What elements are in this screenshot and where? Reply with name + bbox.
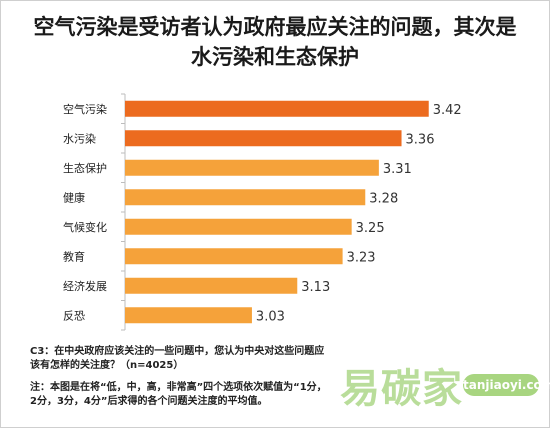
category-label: 生态保护 [63, 161, 107, 175]
category-label: 反恐 [63, 309, 85, 322]
data-label: 3.23 [347, 250, 376, 265]
data-label: 3.42 [433, 103, 462, 118]
survey-question-note: C3：在中央政府应该关注的一些问题中，您认为中央对这些问题应该有怎样的关注度？（… [30, 346, 325, 371]
data-label: 3.03 [256, 309, 285, 324]
bar [125, 307, 252, 324]
bar [125, 100, 429, 117]
bar [125, 277, 298, 294]
data-label: 3.13 [301, 280, 330, 295]
bar [125, 159, 379, 176]
bar [125, 218, 352, 235]
data-label: 3.25 [356, 221, 385, 236]
bar [125, 248, 343, 265]
category-label: 空气污染 [63, 102, 107, 116]
data-label: 3.28 [369, 191, 398, 206]
bar [125, 130, 402, 147]
category-label: 健康 [63, 190, 85, 204]
category-label: 经济发展 [63, 279, 107, 293]
data-label: 3.31 [383, 162, 412, 177]
category-label: 水污染 [63, 131, 96, 145]
category-label: 教育 [63, 249, 85, 263]
methodology-footnote: 注：本图是在将“低，中，高，非常高”四个选项依次赋值为“1分，2分，3分，4分”… [30, 382, 327, 407]
bar [125, 189, 366, 206]
category-label: 气候变化 [63, 220, 107, 234]
watermark-logo: 易碳家 [340, 366, 463, 412]
chart-title: 空气污染是受访者认为政府最应关注的问题，其次是水污染和生态保护 [33, 15, 517, 69]
data-label: 3.36 [406, 132, 435, 147]
watermark-badge: tanjiaoyi.com [463, 374, 550, 396]
